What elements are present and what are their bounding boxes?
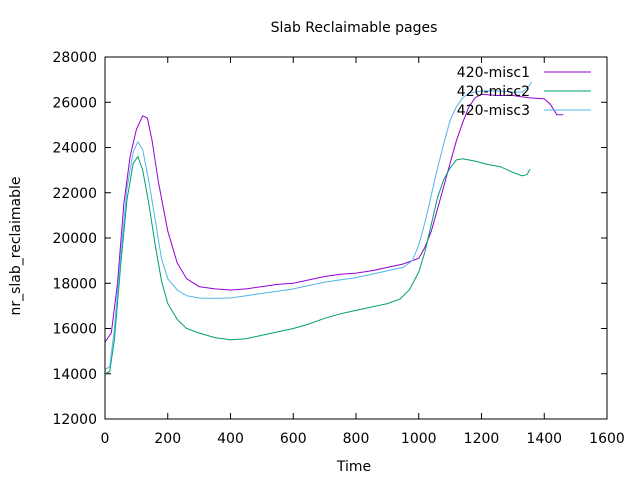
x-tick-label: 600 xyxy=(280,431,307,447)
y-tick-label: 18000 xyxy=(52,276,97,292)
x-tick-label: 200 xyxy=(154,431,181,447)
y-tick-label: 12000 xyxy=(52,412,97,428)
y-tick-label: 16000 xyxy=(52,322,97,338)
x-tick-label: 1400 xyxy=(526,431,562,447)
y-tick-label: 24000 xyxy=(52,141,97,157)
x-tick-label: 0 xyxy=(101,431,110,447)
plot-border xyxy=(104,56,608,420)
series-line-420-misc2 xyxy=(104,155,531,375)
x-tick-label: 1200 xyxy=(464,431,500,447)
legend: 420-misc1 420-misc2 420-misc3 xyxy=(457,65,591,119)
x-axis-label: Time xyxy=(336,459,371,475)
y-tick-label: 20000 xyxy=(52,231,97,247)
y-tick-label: 28000 xyxy=(52,50,97,66)
x-tick-label: 400 xyxy=(217,431,244,447)
legend-label: 420-misc1 xyxy=(457,65,530,81)
x-tick-label: 1000 xyxy=(401,431,437,447)
x-tick-label: 1600 xyxy=(589,431,625,447)
series-layer xyxy=(104,81,564,375)
x-tick-label: 800 xyxy=(343,431,370,447)
axis-ticks: 0 200 400 600 800 1000 1200 1400 1600 12000 14000 1… xyxy=(52,50,624,447)
y-axis-label: nr_slab_reclaimable xyxy=(8,176,24,315)
y-tick-label: 26000 xyxy=(52,95,97,111)
legend-label: 420-misc2 xyxy=(457,84,530,100)
y-tick-label: 14000 xyxy=(52,367,97,383)
series-line-420-misc1 xyxy=(104,93,564,343)
legend-label: 420-misc3 xyxy=(457,103,530,119)
series-line-420-misc3 xyxy=(104,81,533,370)
y-tick-label: 22000 xyxy=(52,186,97,202)
chart-title: Slab Reclaimable pages xyxy=(271,20,438,36)
